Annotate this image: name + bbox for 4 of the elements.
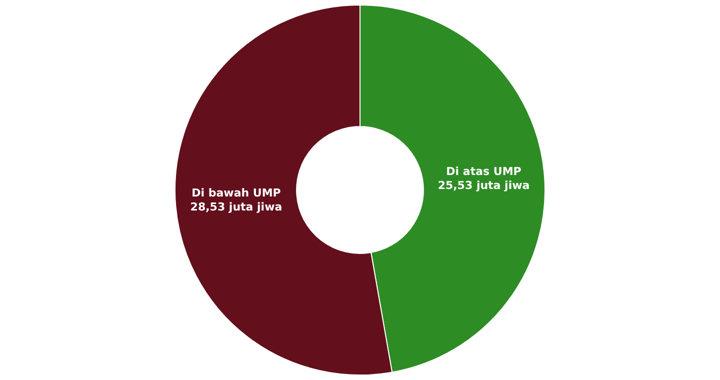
slice-label: Di atas UMP [446, 165, 522, 178]
data-label: 28,53 juta jiwa [190, 200, 282, 214]
data-label: 25,53 juta jiwa [438, 179, 530, 192]
slice-label: Di bawah UMP [192, 186, 281, 200]
